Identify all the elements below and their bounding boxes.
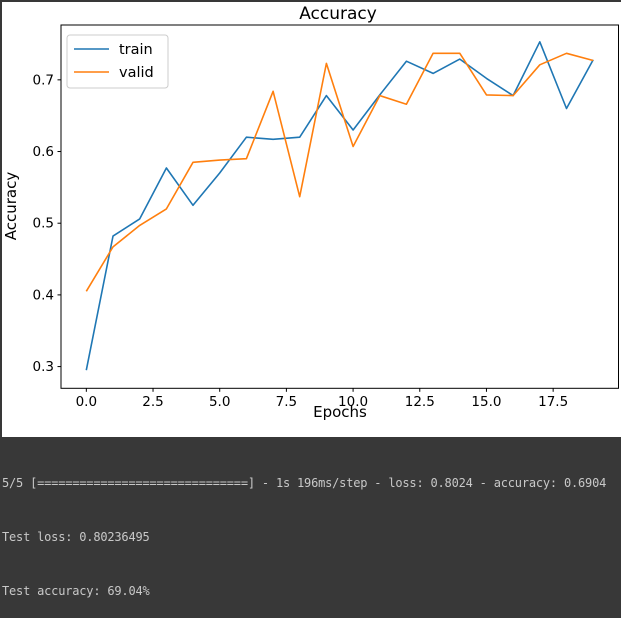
x-tick-label: 10.0 bbox=[338, 394, 368, 410]
x-tick-label: 2.5 bbox=[142, 394, 163, 410]
valid-line bbox=[85, 52, 594, 292]
chart-title: Accuracy bbox=[299, 4, 377, 24]
legend-label-valid: valid bbox=[119, 65, 154, 81]
terminal-line-test-accuracy: Test accuracy: 69.04% bbox=[2, 584, 150, 598]
y-tick-label: 0.6 bbox=[33, 144, 54, 160]
x-tick-label: 5.0 bbox=[209, 394, 230, 410]
screen: { "chart_data": { "type": "line", "title… bbox=[0, 0, 621, 598]
terminal-line-progress: 5/5 [==============================] - 1… bbox=[2, 476, 607, 490]
y-tick-label: 0.7 bbox=[33, 72, 54, 88]
y-axis-label: Accuracy bbox=[2, 172, 20, 241]
train-line bbox=[85, 40, 594, 371]
y-tick-label: 0.5 bbox=[33, 216, 54, 232]
x-tick-label: 7.5 bbox=[276, 394, 297, 410]
legend-label-train: train bbox=[119, 42, 153, 58]
x-tick-label: 0.0 bbox=[76, 394, 97, 410]
axes-spines bbox=[60, 24, 619, 389]
accuracy-chart: 0.0 2.5 5.0 7.5 10.0 12.5 15.0 17.5 0.3 0.4 0.5 0.6… bbox=[2, 2, 621, 437]
x-axis-label: Epochs bbox=[313, 403, 367, 421]
terminal-output: 5/5 [==============================] - 1… bbox=[0, 437, 621, 598]
terminal-line-test-loss: Test loss: 0.80236495 bbox=[2, 530, 150, 544]
x-tick-label: 17.5 bbox=[538, 394, 568, 410]
x-tick-label: 15.0 bbox=[471, 394, 501, 410]
y-tick-label: 0.3 bbox=[33, 359, 54, 375]
y-tick-label: 0.4 bbox=[33, 287, 54, 303]
x-tick-label: 12.5 bbox=[405, 394, 435, 410]
